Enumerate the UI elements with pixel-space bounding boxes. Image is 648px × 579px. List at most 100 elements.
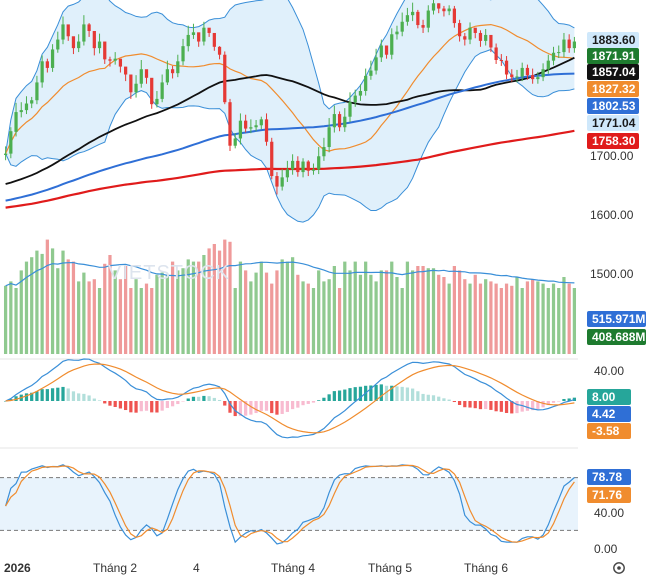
volume-bar — [437, 275, 440, 354]
macd-histogram-bar — [56, 388, 59, 401]
candle-body — [87, 24, 90, 31]
price-badge-text: 1827.32 — [592, 82, 636, 96]
candle-body — [484, 35, 487, 41]
macd-histogram-bar — [312, 401, 315, 403]
macd-histogram-bar — [348, 388, 351, 401]
macd-histogram-bar — [197, 397, 200, 401]
volume-badge-text: 408.688M — [592, 330, 645, 344]
volume-bar — [495, 284, 498, 354]
candle-body — [401, 22, 404, 32]
volume-bar — [281, 259, 284, 354]
volume-bar — [286, 262, 289, 354]
candle-body — [108, 59, 111, 60]
macd-histogram-bar — [103, 401, 106, 403]
volume-bar — [291, 257, 294, 354]
macd-histogram-bar — [411, 389, 414, 401]
macd-histogram-bar — [343, 390, 346, 401]
macd-histogram-bar — [328, 394, 331, 401]
settings-gear-icon[interactable] — [614, 563, 624, 573]
watermark: VIETSTOCK — [108, 262, 230, 284]
macd-histogram-bar — [260, 401, 263, 411]
volume-bar — [265, 273, 268, 354]
volume-bar — [442, 277, 445, 354]
volume-bar — [223, 240, 226, 354]
volume-bar — [521, 288, 524, 354]
volume-bar — [30, 257, 33, 354]
candle-body — [442, 9, 445, 12]
price-badge-text: 1771.04 — [592, 116, 636, 130]
candle-body — [536, 77, 539, 79]
time-axis-label: Tháng 4 — [271, 561, 315, 575]
candle-body — [510, 75, 513, 78]
volume-bar — [307, 284, 310, 354]
volume-bar — [505, 284, 508, 354]
price-badge-text: 1883.60 — [592, 33, 636, 47]
candle-body — [562, 40, 565, 53]
price-badge-text: 1871.91 — [592, 49, 636, 63]
candle-body — [223, 55, 226, 102]
volume-bar — [374, 281, 377, 354]
candle-body — [427, 11, 430, 28]
volume-bar — [61, 251, 64, 354]
volume-bar — [432, 268, 435, 354]
volume-bar — [228, 242, 231, 354]
volume-bar — [468, 284, 471, 354]
candle-body — [343, 117, 346, 128]
candle-body — [67, 24, 70, 36]
volume-bar — [458, 270, 461, 354]
macd-histogram-bar — [281, 401, 284, 414]
macd-histogram-bar — [134, 401, 137, 413]
candle-body — [395, 32, 398, 35]
candle-body — [489, 35, 492, 48]
macd-histogram-bar — [51, 388, 54, 401]
candle-body — [9, 131, 12, 153]
volume-bar — [161, 273, 164, 354]
volume-bar — [140, 288, 143, 354]
candle-body — [234, 138, 237, 145]
volume-bar — [14, 288, 17, 354]
candle-body — [56, 40, 59, 50]
volume-bar — [82, 273, 85, 354]
macd-histogram-bar — [145, 401, 148, 411]
macd-histogram-bar — [208, 396, 211, 401]
volume-bar — [129, 288, 132, 354]
candle-body — [547, 61, 550, 70]
macd-histogram-bar — [395, 386, 398, 401]
candle-body — [468, 28, 471, 40]
macd-histogram-bar — [421, 394, 424, 401]
macd-histogram-bar — [468, 401, 471, 408]
volume-bar — [103, 264, 106, 354]
candle-body — [249, 127, 252, 128]
candle-body — [119, 59, 122, 67]
volume-bar — [234, 288, 237, 354]
macd-histogram-bar — [46, 389, 49, 401]
candle-body — [192, 32, 195, 35]
macd-histogram-bar — [541, 401, 544, 407]
candle-body — [390, 34, 393, 54]
volume-bar — [401, 288, 404, 354]
candle-body — [270, 142, 273, 176]
candle-body — [25, 104, 28, 111]
candle-body — [82, 24, 85, 41]
time-axis-label: 4 — [193, 561, 200, 575]
candle-body — [129, 75, 132, 93]
volume-bar — [484, 279, 487, 354]
candle-body — [239, 121, 242, 139]
macd-histogram-bar — [187, 399, 190, 401]
candle-body — [20, 110, 23, 112]
volume-bar — [239, 262, 242, 354]
volume-bar — [385, 270, 388, 354]
macd-histogram-bar — [291, 401, 294, 409]
candle-body — [197, 32, 200, 41]
volume-bar — [328, 279, 331, 354]
volume-bar — [562, 277, 565, 354]
volume-bar — [343, 262, 346, 354]
macd-histogram-bar — [354, 387, 357, 401]
macd-histogram-bar — [317, 400, 320, 401]
candle-body — [4, 154, 7, 155]
candle-body — [171, 69, 174, 73]
macd-histogram-bar — [442, 398, 445, 401]
volume-bar — [72, 262, 75, 354]
volume-bar — [531, 279, 534, 354]
